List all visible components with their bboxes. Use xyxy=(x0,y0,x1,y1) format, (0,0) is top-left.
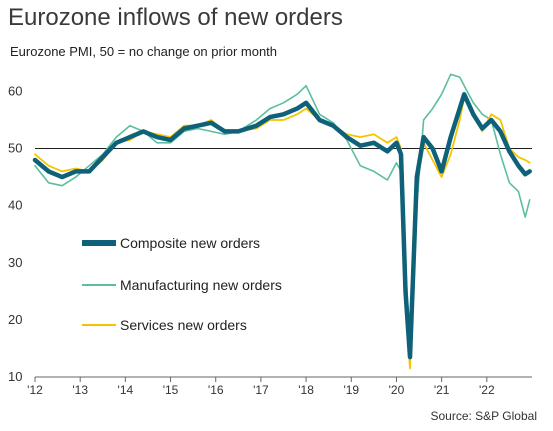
chart-title: Eurozone inflows of new orders xyxy=(8,4,343,31)
x-tick-label: '13 xyxy=(72,383,88,397)
chart-subtitle: Eurozone PMI, 50 = no change on prior mo… xyxy=(10,44,278,59)
x-tick-label: '12 xyxy=(27,383,43,397)
legend: Composite new orders Manufacturing new or… xyxy=(82,235,282,333)
x-tick-label: '21 xyxy=(434,383,450,397)
series-line-services-new-orders xyxy=(34,96,531,370)
y-tick-label: 50 xyxy=(8,141,22,156)
plot-area xyxy=(32,73,532,370)
x-tick-label: '22 xyxy=(479,383,495,397)
source-note: Source: S&P Global xyxy=(430,409,537,423)
x-tick-label: '18 xyxy=(298,383,314,397)
y-tick-label: 40 xyxy=(8,198,22,213)
series-line-composite-new-orders xyxy=(32,92,532,360)
y-axis: 10 20 30 40 50 60 xyxy=(8,83,22,384)
legend-label: Composite new orders xyxy=(120,235,260,251)
legend-label: Manufacturing new orders xyxy=(120,277,282,293)
x-tick-label: '16 xyxy=(208,383,224,397)
y-tick-label: 30 xyxy=(8,255,22,270)
x-tick-label: '17 xyxy=(253,383,269,397)
x-tick-label: '15 xyxy=(163,383,179,397)
y-tick-label: 60 xyxy=(8,83,22,98)
y-tick-label: 20 xyxy=(8,312,22,327)
legend-label: Services new orders xyxy=(120,317,247,333)
y-tick-label: 10 xyxy=(8,369,22,384)
x-tick-label: '20 xyxy=(389,383,405,397)
x-axis: '12 '13 '14 '15 '16 '17 '18 '19 '20 '21 '22 xyxy=(27,376,532,397)
x-tick-label: '14 xyxy=(118,383,134,397)
x-tick-label: '19 xyxy=(343,383,359,397)
